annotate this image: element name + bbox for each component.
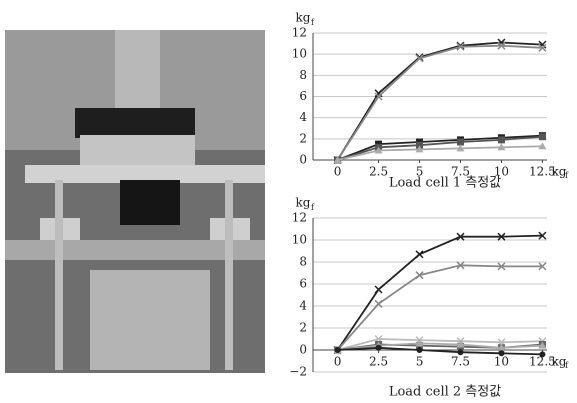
y-axis-label: kg	[296, 196, 311, 210]
marker	[539, 351, 546, 358]
marker	[497, 41, 506, 50]
photo-cylinder	[80, 135, 195, 165]
y-tick-label: 10	[292, 233, 307, 247]
marker	[456, 138, 464, 146]
line	[336, 234, 543, 351]
x-axis-label: kg	[552, 355, 567, 369]
photo-rod	[225, 180, 233, 370]
line	[336, 41, 543, 161]
y-axis-label-sub: f	[311, 203, 315, 212]
marker	[416, 141, 424, 149]
marker	[456, 261, 465, 270]
photo-rod	[55, 180, 63, 370]
marker	[538, 341, 547, 349]
marker	[374, 299, 383, 308]
marker	[456, 232, 465, 241]
x-tick-label: 0	[334, 165, 342, 179]
line	[336, 264, 543, 351]
y-tick-label: 0	[299, 343, 307, 357]
y-tick-label: 4	[299, 299, 307, 313]
marker	[375, 344, 382, 351]
x-tick-label: 12.5	[529, 165, 556, 179]
x-tick-label: 10	[494, 165, 509, 179]
marker	[538, 133, 546, 141]
y-tick-label: 8	[299, 255, 307, 269]
photo	[5, 30, 265, 373]
y-tick-label: 4	[299, 110, 307, 124]
line	[337, 338, 543, 351]
marker	[415, 145, 424, 153]
line	[337, 134, 543, 161]
x-tick-label: 7.5	[451, 355, 470, 369]
x-tick-label: 12.5	[529, 355, 556, 369]
marker	[415, 339, 424, 347]
marker	[456, 42, 465, 51]
x-axis-label: kg	[552, 165, 567, 179]
y-tick-label: 8	[299, 68, 307, 82]
line	[337, 135, 543, 161]
marker	[538, 231, 547, 240]
marker	[333, 156, 342, 163]
marker	[456, 144, 465, 152]
marker	[415, 250, 424, 259]
photo-base	[90, 270, 210, 370]
chart-title: Load cell 2 측정값	[389, 385, 501, 400]
y-tick-label: 12	[292, 211, 307, 225]
marker	[374, 285, 383, 294]
x-tick-label: 10	[494, 355, 509, 369]
y-tick-label: 2	[299, 321, 307, 335]
marker	[538, 262, 547, 271]
marker	[415, 54, 424, 63]
marker	[497, 136, 505, 144]
x-tick-label: 5	[416, 355, 424, 369]
photo-plate	[75, 108, 195, 138]
x-axis-label-sub: f	[565, 171, 569, 180]
marker	[497, 38, 506, 47]
y-tick-label: 6	[299, 89, 307, 103]
marker	[497, 262, 506, 271]
marker	[497, 343, 506, 351]
marker	[374, 92, 383, 101]
photo-table	[5, 240, 265, 260]
x-tick-label: 5	[416, 165, 424, 179]
y-tick-label: 2	[299, 131, 307, 145]
marker	[497, 143, 506, 151]
y-axis-label-sub: f	[311, 18, 315, 27]
y-tick-label: 12	[292, 26, 307, 40]
marker	[538, 43, 547, 52]
photo-top-plate	[25, 165, 265, 183]
line	[337, 342, 543, 351]
marker	[416, 347, 423, 353]
marker	[457, 349, 464, 356]
marker	[538, 142, 547, 150]
y-axis-label: kg	[296, 11, 311, 25]
line	[337, 145, 543, 161]
line	[336, 44, 543, 161]
marker	[374, 146, 383, 154]
y-tick-label: 6	[299, 277, 307, 291]
marker	[498, 350, 505, 357]
y-tick-label: 0	[299, 153, 307, 167]
photo-column	[115, 30, 160, 115]
x-tick-label: 0	[334, 355, 342, 369]
marker	[334, 347, 341, 353]
x-axis-label-sub: f	[565, 361, 569, 370]
y-tick-label: 10	[292, 47, 307, 61]
photo-load-cell	[120, 180, 180, 225]
marker	[497, 232, 506, 241]
line	[337, 346, 543, 356]
chart-title: Load cell 1 측정값	[389, 176, 501, 191]
marker	[456, 340, 465, 348]
x-tick-label: 2.5	[369, 165, 388, 179]
marker	[415, 271, 424, 280]
x-tick-label: 7.5	[451, 165, 470, 179]
marker	[374, 89, 383, 98]
x-tick-label: 2.5	[369, 355, 388, 369]
y-tick-label: −2	[289, 365, 307, 379]
